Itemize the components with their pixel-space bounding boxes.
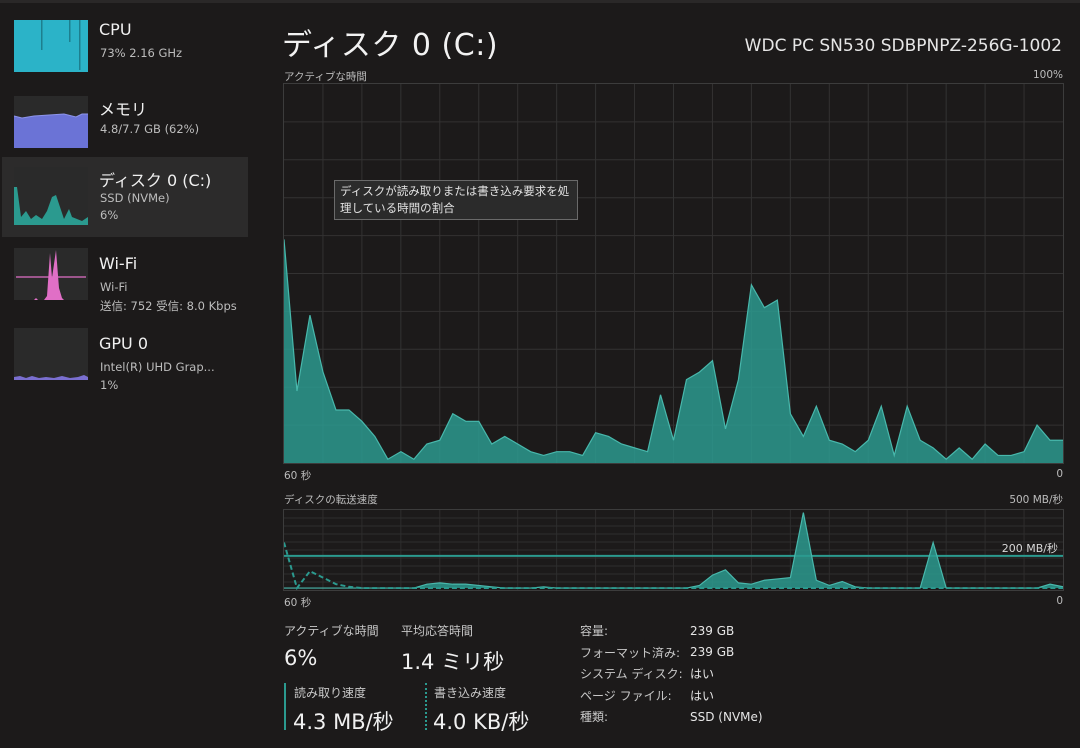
active-time-label: アクティブな時間 [284, 624, 379, 638]
active-time-value: 6% [284, 646, 318, 670]
sidebar-item-detail: SSD (NVMe) [100, 191, 170, 205]
window-top-border [0, 0, 1080, 3]
sidebar-item-cpu[interactable]: CPU 73% 2.16 GHz [2, 12, 248, 92]
sidebar-item-detail: Intel(R) UHD Grap... [100, 360, 215, 374]
read-speed-value: 4.3 MB/秒 [293, 710, 394, 734]
sidebar-item-detail: 4.8/7.7 GB (62%) [100, 122, 200, 136]
sidebar-item-title: GPU 0 [99, 334, 149, 353]
active-time-chart-title: アクティブな時間 [284, 71, 367, 83]
cpu-thumbnail-graph [14, 20, 88, 72]
disk-properties: 容量: 239 GB フォーマット済み: 239 GB システム ディスク: は… [580, 620, 763, 728]
property-key: システム ディスク: [580, 667, 683, 682]
property-key: ページ ファイル: [580, 688, 672, 703]
active-time-x-end-label: 0 [1056, 468, 1063, 480]
transfer-rate-max-label: 500 MB/秒 [1009, 494, 1063, 506]
property-value: SSD (NVMe) [690, 709, 763, 724]
disk-thumbnail-graph [14, 167, 88, 225]
sidebar-item-memory[interactable]: メモリ 4.8/7.7 GB (62%) [2, 88, 248, 168]
sidebar-item-title: ディスク 0 (C:) [99, 171, 212, 190]
transfer-rate-chart [283, 509, 1064, 591]
sidebar-item-gpu-0[interactable]: GPU 0 Intel(R) UHD Grap... 1% [2, 326, 248, 406]
active-time-x-start-label: 60 秒 [284, 470, 312, 482]
property-value: 239 GB [690, 623, 735, 638]
wifi-thumbnail-graph [14, 248, 88, 300]
property-row-type: 種類: SSD (NVMe) [580, 706, 763, 728]
sidebar-item-throughput: 送信: 752 受信: 8.0 Kbps [100, 299, 237, 313]
avg-response-label: 平均応答時間 [401, 624, 474, 638]
sidebar-item-detail: 73% 2.16 GHz [100, 46, 183, 60]
property-value: はい [690, 688, 715, 703]
sidebar-item-usage: 1% [100, 378, 119, 392]
transfer-rate-reference-label: 200 MB/秒 [1001, 542, 1058, 555]
sidebar-item-wifi[interactable]: Wi-Fi Wi-Fi 送信: 752 受信: 8.0 Kbps [2, 246, 248, 326]
sidebar-item-title: Wi-Fi [99, 254, 138, 273]
avg-response-value: 1.4 ミリ秒 [401, 650, 505, 674]
property-key: 容量: [580, 624, 609, 639]
sidebar-item-detail: Wi-Fi [100, 280, 128, 294]
property-row-system-disk: システム ディスク: はい [580, 663, 763, 685]
gpu-thumbnail-graph [14, 328, 88, 380]
sidebar-item-disk-0[interactable]: ディスク 0 (C:) SSD (NVMe) 6% [2, 157, 248, 237]
device-model: WDC PC SN530 SDBPNPZ-256G-1002 [744, 36, 1062, 56]
write-speed-label: 書き込み速度 [434, 686, 507, 700]
transfer-rate-chart-title: ディスクの転送速度 [284, 494, 378, 506]
write-speed-legend-dotted [425, 683, 427, 730]
property-row-page-file: ページ ファイル: はい [580, 685, 763, 707]
property-key: 種類: [580, 710, 609, 725]
chart-tooltip: ディスクが読み取りまたは書き込み要求を処理している時間の割合 [334, 180, 578, 220]
read-speed-label: 読み取り速度 [294, 686, 367, 700]
transfer-rate-x-end-label: 0 [1056, 595, 1063, 607]
transfer-rate-x-start-label: 60 秒 [284, 597, 312, 609]
memory-thumbnail-graph [14, 96, 88, 148]
active-time-chart [283, 83, 1064, 464]
property-row-formatted: フォーマット済み: 239 GB [580, 642, 763, 664]
property-key: フォーマット済み: [580, 645, 681, 660]
sidebar-item-title: メモリ [99, 100, 148, 119]
active-time-max-label: 100% [1032, 69, 1063, 81]
property-value: 239 GB [690, 645, 735, 660]
write-speed-value: 4.0 KB/秒 [433, 710, 530, 734]
sidebar-item-usage: 6% [100, 208, 119, 222]
property-value: はい [690, 667, 715, 682]
property-row-capacity: 容量: 239 GB [580, 620, 763, 642]
read-speed-legend-solid [284, 683, 286, 730]
sidebar-item-title: CPU [99, 20, 132, 39]
page-title: ディスク 0 (C:) [282, 28, 499, 63]
